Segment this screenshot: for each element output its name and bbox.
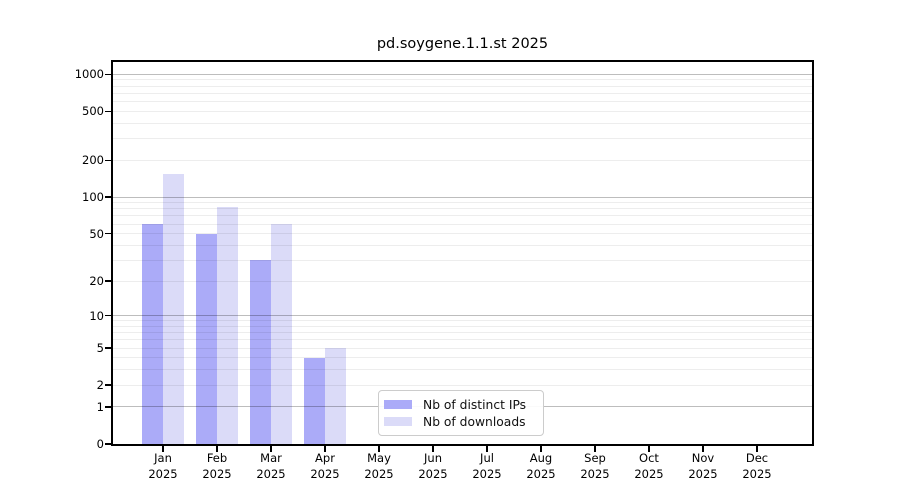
chart-title: pd.soygene.1.1.st 2025 bbox=[376, 36, 549, 52]
gridline-minor bbox=[113, 223, 812, 225]
y-tick-mark bbox=[105, 406, 111, 408]
y-tick-mark bbox=[105, 196, 111, 198]
x-tick-label-sep: Sep 2025 bbox=[580, 451, 610, 481]
x-tick-mark bbox=[594, 446, 596, 452]
y-tick-label: 1 bbox=[96, 399, 104, 414]
gridline-minor bbox=[113, 320, 812, 322]
x-tick-label-jan: Jan 2025 bbox=[148, 451, 178, 481]
x-tick-label-jul: Jul 2025 bbox=[472, 451, 502, 481]
gridline-minor bbox=[113, 110, 812, 112]
x-tick-label-dec: Dec 2025 bbox=[742, 451, 772, 481]
bar-nb-of-distinct-ips-feb bbox=[196, 233, 217, 444]
y-tick-label: 200 bbox=[82, 153, 104, 168]
x-tick-mark bbox=[162, 446, 164, 452]
y-tick-label: 50 bbox=[89, 226, 104, 241]
x-tick-mark bbox=[378, 446, 380, 452]
x-tick-label-jun: Jun 2025 bbox=[418, 451, 448, 481]
bar-nb-of-distinct-ips-jan bbox=[142, 224, 163, 444]
x-tick-label-may: May 2025 bbox=[364, 451, 394, 481]
x-tick-label-nov: Nov 2025 bbox=[688, 451, 718, 481]
gridline-major bbox=[113, 73, 812, 75]
gridline-minor bbox=[113, 122, 812, 124]
legend-item-downloads: Nb of downloads bbox=[384, 413, 535, 430]
y-tick-mark bbox=[105, 280, 111, 282]
x-tick-mark bbox=[756, 446, 758, 452]
x-tick-mark bbox=[486, 446, 488, 452]
gridline-minor bbox=[113, 208, 812, 210]
x-tick-mark bbox=[270, 446, 272, 452]
gridline-major bbox=[113, 196, 812, 198]
x-tick-label-aug: Aug 2025 bbox=[526, 451, 556, 481]
gridline-minor bbox=[113, 357, 812, 359]
y-tick-label: 0 bbox=[96, 437, 104, 451]
legend-label-downloads: Nb of downloads bbox=[423, 414, 526, 429]
gridline-minor bbox=[113, 339, 812, 341]
y-tick-mark bbox=[105, 110, 111, 113]
y-tick-mark bbox=[105, 384, 111, 386]
gridline-minor bbox=[113, 280, 812, 282]
gridline-minor bbox=[113, 384, 812, 386]
y-tick-label: 2 bbox=[96, 378, 104, 393]
gridline-minor bbox=[113, 92, 812, 94]
bar-nb-of-distinct-ips-apr bbox=[304, 357, 325, 444]
y-tick-label: 5 bbox=[96, 341, 104, 356]
y-tick-mark bbox=[105, 159, 111, 161]
gridline-minor bbox=[113, 202, 812, 204]
x-tick-mark bbox=[648, 446, 650, 452]
y-tick-mark bbox=[105, 73, 111, 76]
gridline-minor bbox=[113, 159, 812, 161]
bar-nb-of-downloads-mar bbox=[271, 224, 292, 444]
y-tick-mark bbox=[105, 314, 111, 317]
gridline-minor bbox=[113, 85, 812, 87]
gridline-minor bbox=[113, 101, 812, 103]
x-tick-label-oct: Oct 2025 bbox=[634, 451, 664, 481]
x-tick-label-apr: Apr 2025 bbox=[310, 451, 340, 481]
x-tick-mark bbox=[324, 446, 326, 452]
legend-item-distinct-ips: Nb of distinct IPs bbox=[384, 396, 535, 413]
legend-swatch-distinct-ips bbox=[384, 400, 412, 409]
legend: Nb of distinct IPs Nb of downloads bbox=[378, 390, 544, 436]
gridline-minor bbox=[113, 79, 812, 81]
x-tick-mark bbox=[216, 446, 218, 452]
x-tick-mark bbox=[702, 446, 704, 452]
gridline-minor bbox=[113, 347, 812, 349]
gridline-minor bbox=[113, 244, 812, 246]
y-tick-label: 10 bbox=[89, 308, 104, 323]
y-tick-mark bbox=[105, 347, 111, 349]
x-tick-label-feb: Feb 2025 bbox=[202, 451, 232, 481]
bar-nb-of-downloads-feb bbox=[217, 206, 238, 444]
gridline-minor bbox=[113, 233, 812, 235]
bar-nb-of-downloads-apr bbox=[325, 348, 346, 444]
legend-swatch-downloads bbox=[384, 417, 412, 426]
bar-nb-of-distinct-ips-mar bbox=[250, 260, 271, 444]
x-tick-mark bbox=[432, 446, 434, 452]
y-tick-mark bbox=[105, 443, 111, 445]
gridline-minor bbox=[113, 259, 812, 261]
y-tick-label: 20 bbox=[89, 274, 104, 289]
gridline-minor bbox=[113, 215, 812, 217]
gridline-minor bbox=[113, 138, 812, 140]
gridline-minor bbox=[113, 369, 812, 371]
x-tick-label-mar: Mar 2025 bbox=[256, 451, 286, 481]
gridline-minor bbox=[113, 325, 812, 327]
gridline-major bbox=[113, 315, 812, 317]
y-tick-label: 500 bbox=[82, 104, 104, 119]
bar-nb-of-downloads-jan bbox=[163, 173, 184, 444]
gridline-minor bbox=[113, 332, 812, 334]
legend-label-distinct-ips: Nb of distinct IPs bbox=[423, 397, 527, 412]
x-tick-mark bbox=[540, 446, 542, 452]
y-tick-label: 1000 bbox=[74, 67, 104, 82]
y-tick-mark bbox=[105, 232, 111, 235]
y-tick-label: 100 bbox=[82, 190, 104, 205]
